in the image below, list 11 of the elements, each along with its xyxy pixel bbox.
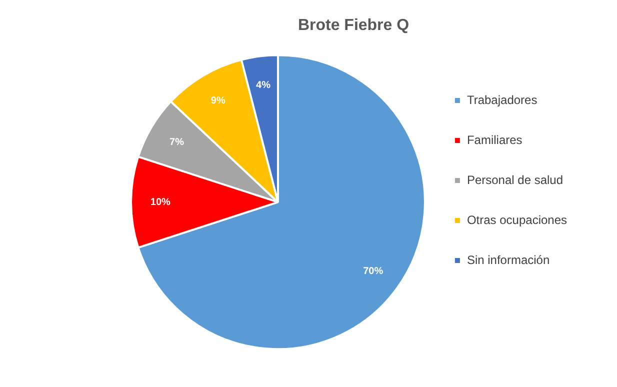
legend-label: Personal de salud [466, 172, 564, 187]
data-label: 4% [256, 80, 271, 92]
data-label: 9% [210, 96, 226, 107]
chart-title: Brote Fiebre Q [298, 17, 410, 34]
legend-label: Sin información [466, 252, 550, 267]
data-label: 70% [363, 266, 384, 277]
legend-label: Trabajadores [466, 92, 538, 107]
data-label: 7% [170, 137, 184, 148]
data-label: 10% [150, 196, 171, 208]
legend-label: Familiares [466, 132, 522, 147]
legend-label: Otras ocupaciones [466, 212, 568, 227]
